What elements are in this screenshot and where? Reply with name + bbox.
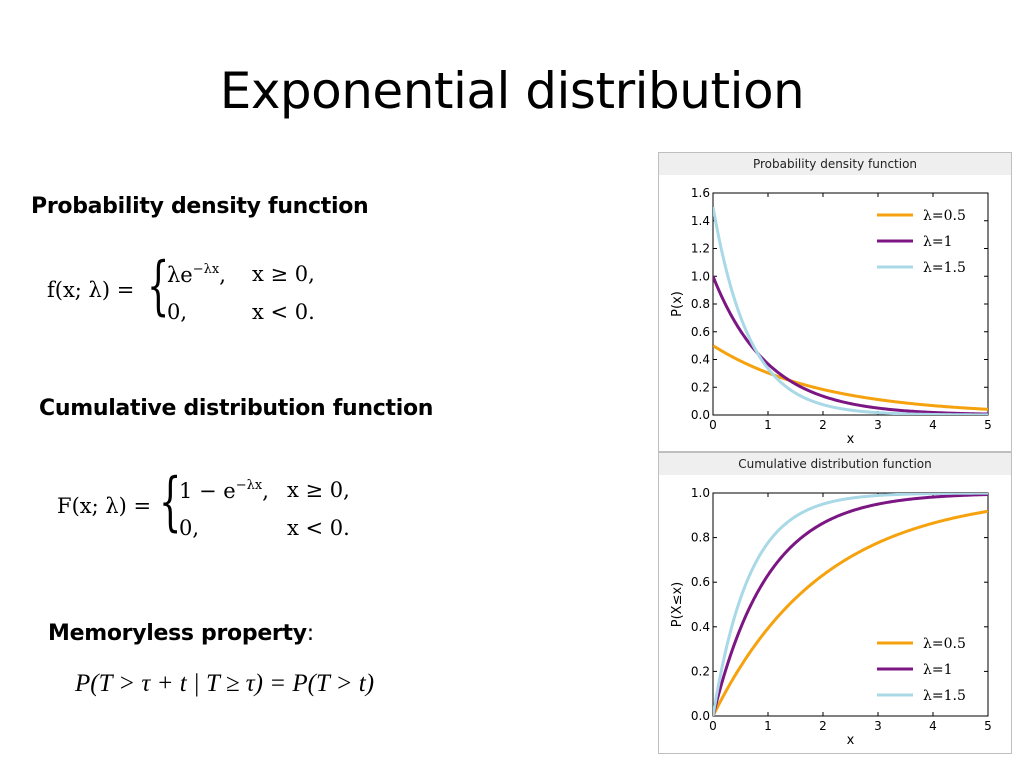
cdf-formula-row1: 1 − e−λx,	[179, 478, 269, 503]
pdf-formula-brace: {	[147, 249, 170, 323]
pdf-formula-lhs: f(x; λ) =	[47, 278, 135, 302]
x-tick-label: 1	[764, 418, 772, 432]
x-tick-label: 4	[929, 719, 937, 733]
cdf-formula-row1-condition: x ≥ 0,	[287, 478, 350, 502]
x-axis-label: x	[847, 733, 855, 748]
y-tick-label: 0.0	[691, 408, 710, 422]
memoryless-heading-text: Memoryless property	[48, 621, 307, 646]
y-tick-label: 0.8	[691, 297, 710, 311]
x-tick-label: 5	[984, 719, 992, 733]
pdf-formula-row1: λe−λx,	[167, 262, 226, 287]
slide-title: Exponential distribution	[219, 62, 805, 120]
cdf-formula-brace: {	[159, 465, 182, 539]
y-tick-label: 0.4	[691, 620, 710, 634]
pdf-row1-comma: ,	[219, 263, 226, 287]
x-tick-label: 2	[819, 719, 827, 733]
cdf-formula-lhs: F(x; λ) =	[57, 494, 152, 518]
pdf-formula-row2: 0,	[167, 300, 188, 324]
chart-title-bar	[659, 453, 1011, 475]
pdf-row1-exponent: −λx	[192, 262, 220, 277]
pdf-formula: f(x; λ) = { λe−λx, x ≥ 0, 0, x < 0.	[47, 249, 347, 336]
x-tick-label: 3	[874, 418, 882, 432]
pdf-row1-value: λe	[167, 263, 193, 287]
y-tick-label: 1.0	[691, 486, 710, 500]
legend-label: λ=0.5	[923, 208, 966, 224]
x-tick-label: 0	[709, 719, 717, 733]
legend-label: λ=1.5	[923, 260, 966, 276]
memoryless-formula: P(T > τ + t | T ≥ τ) = P(T > t)	[75, 670, 375, 697]
y-tick-label: 0.0	[691, 709, 710, 723]
y-tick-label: 0.8	[691, 531, 710, 545]
cdf-row1-value: 1 − e	[179, 479, 236, 503]
series-line---1	[713, 493, 988, 716]
cdf-formula-row2: 0,	[179, 516, 200, 540]
y-tick-label: 0.2	[691, 380, 710, 394]
series-line---1-5	[713, 206, 988, 415]
pdf-chart: Probability density function 0.0 0.2 0.4 0.6…	[659, 153, 1011, 447]
cdf-chart: Cumulative distribution function 0.0 0.2 0.…	[659, 453, 1011, 748]
chart-title: Cumulative distribution function	[738, 457, 932, 471]
x-tick-label: 5	[984, 418, 992, 432]
y-tick-label: 1.0	[691, 269, 710, 283]
legend-label: λ=1	[923, 662, 953, 678]
y-axis-label: P(x)	[670, 291, 685, 317]
legend-label: λ=0.5	[923, 636, 966, 652]
x-tick-label: 0	[709, 418, 717, 432]
x-tick-label: 2	[819, 418, 827, 432]
y-tick-label: 1.6	[691, 186, 710, 200]
cdf-heading: Cumulative distribution function	[39, 396, 434, 421]
plot-area	[712, 492, 989, 717]
y-tick-label: 1.4	[691, 214, 710, 228]
cdf-formula: F(x; λ) = { 1 − e−λx, x ≥ 0, 0, x < 0.	[57, 465, 377, 552]
cdf-formula-row2-condition: x < 0.	[287, 516, 350, 540]
y-tick-label: 1.2	[691, 242, 710, 256]
pdf-formula-row1-condition: x ≥ 0,	[252, 262, 315, 286]
chart-title-bar	[659, 153, 1011, 175]
y-tick-label: 0.4	[691, 353, 710, 367]
x-tick-label: 1	[764, 719, 772, 733]
legend-label: λ=1.5	[923, 688, 966, 704]
pdf-chart-panel: Probability density function 0.0 0.2 0.4 0.6…	[658, 152, 1012, 452]
memoryless-colon: :	[306, 621, 314, 646]
series-line---1-5	[713, 493, 988, 716]
x-tick-label: 3	[874, 719, 882, 733]
memoryless-heading: Memoryless property:	[48, 621, 314, 646]
x-tick-label: 4	[929, 418, 937, 432]
cdf-row1-exponent: −λx	[235, 478, 263, 493]
y-axis-label: P(X≤x)	[670, 582, 685, 627]
y-tick-label: 0.2	[691, 664, 710, 678]
series-line---0-5	[713, 509, 988, 716]
pdf-heading: Probability density function	[31, 194, 369, 219]
pdf-formula-row2-condition: x < 0.	[252, 300, 315, 324]
legend-label: λ=1	[923, 234, 953, 250]
series-line---0-5	[713, 344, 988, 411]
x-axis-label: x	[847, 432, 855, 447]
plot-area	[712, 192, 989, 416]
chart-title: Probability density function	[753, 157, 917, 171]
cdf-chart-panel: Cumulative distribution function 0.0 0.2 0.…	[658, 452, 1012, 754]
y-tick-label: 0.6	[691, 575, 710, 589]
cdf-row1-comma: ,	[262, 479, 269, 503]
y-tick-label: 0.6	[691, 325, 710, 339]
